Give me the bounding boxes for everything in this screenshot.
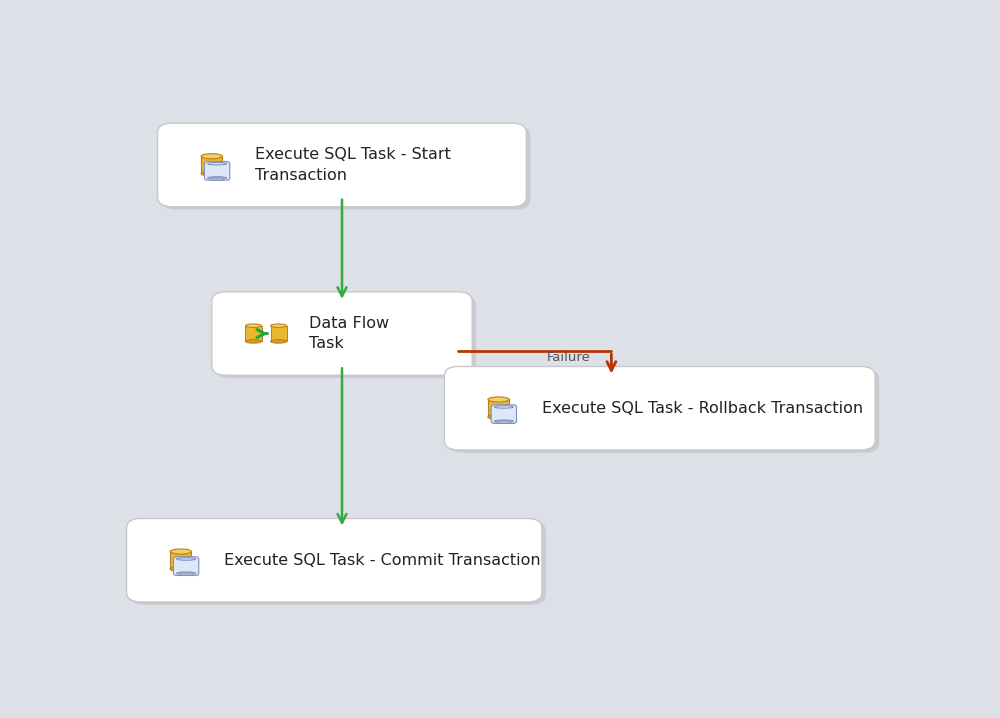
Ellipse shape [170,549,191,554]
Ellipse shape [208,177,227,180]
Ellipse shape [177,558,196,560]
Text: Data Flow
Task: Data Flow Task [309,316,390,351]
FancyBboxPatch shape [161,126,530,210]
Ellipse shape [488,397,509,402]
FancyBboxPatch shape [130,521,546,605]
FancyBboxPatch shape [173,556,199,575]
FancyBboxPatch shape [211,177,223,180]
FancyBboxPatch shape [170,551,191,569]
Ellipse shape [488,414,509,419]
Text: Failure: Failure [547,351,591,364]
FancyBboxPatch shape [204,162,230,180]
FancyBboxPatch shape [245,326,262,342]
Ellipse shape [494,406,513,409]
Ellipse shape [271,340,287,343]
Ellipse shape [245,324,262,327]
Ellipse shape [494,420,513,422]
Ellipse shape [170,567,191,572]
Ellipse shape [201,171,222,176]
FancyBboxPatch shape [448,369,879,453]
Ellipse shape [177,572,196,574]
Text: Execute SQL Task - Start
Transaction: Execute SQL Task - Start Transaction [255,147,451,182]
Text: Execute SQL Task - Commit Transaction: Execute SQL Task - Commit Transaction [224,553,541,568]
FancyBboxPatch shape [127,518,542,602]
FancyBboxPatch shape [180,573,192,576]
FancyBboxPatch shape [498,421,510,424]
Ellipse shape [245,340,262,343]
FancyBboxPatch shape [212,292,472,376]
FancyBboxPatch shape [158,123,526,207]
Ellipse shape [208,162,227,165]
FancyBboxPatch shape [216,294,476,378]
FancyBboxPatch shape [201,157,222,174]
FancyBboxPatch shape [271,326,287,342]
Ellipse shape [271,324,287,327]
FancyBboxPatch shape [444,366,875,450]
FancyBboxPatch shape [491,405,517,424]
Text: Execute SQL Task - Rollback Transaction: Execute SQL Task - Rollback Transaction [542,401,863,416]
Ellipse shape [201,154,222,159]
FancyBboxPatch shape [488,399,509,417]
